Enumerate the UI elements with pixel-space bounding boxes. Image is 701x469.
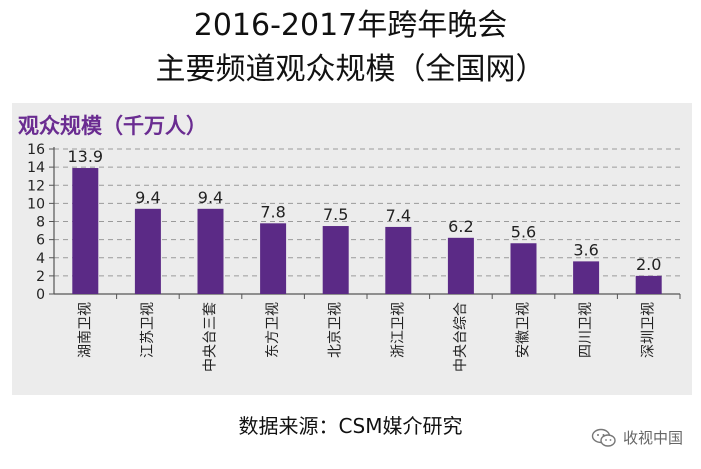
x-tick-label: 浙江卫视	[390, 302, 406, 358]
bar	[260, 223, 287, 294]
y-tick-label: 2	[36, 269, 45, 285]
x-tick-label: 北京卫视	[328, 302, 344, 358]
bar-value-label: 2.0	[636, 255, 661, 274]
bar-value-label: 13.9	[67, 147, 103, 166]
x-tick-label: 东方卫视	[265, 302, 281, 358]
y-tick-label: 0	[36, 287, 45, 303]
y-tick-label: 14	[27, 160, 45, 176]
y-tick-label: 16	[27, 142, 45, 158]
bar	[635, 275, 662, 294]
x-tick-label: 湖南卫视	[77, 302, 93, 358]
x-tick-label: 中央台三套	[203, 302, 219, 372]
data-source-note: 数据来源：CSM媒介研究	[238, 414, 463, 438]
wechat-icon	[591, 428, 616, 447]
y-tick-label: 6	[36, 233, 45, 249]
x-tick-label: 江苏卫视	[140, 302, 156, 358]
bar	[447, 237, 474, 294]
bar	[385, 226, 412, 294]
bar-value-label: 7.8	[260, 202, 285, 221]
y-tick-label: 12	[27, 178, 45, 194]
chart-title-line1: 2016-2017年跨年晚会	[193, 8, 508, 43]
bar-value-label: 7.4	[386, 206, 411, 225]
bar-value-label: 9.4	[135, 188, 160, 207]
chart-title-line2: 主要频道观众规模（全国网）	[155, 52, 546, 87]
chart-panel: 观众规模（千万人） 0 2 4 6 8 10 12 14 16 13.9 湖南卫视 9.4 江苏卫视 9.4…	[12, 103, 692, 395]
bar-value-label: 9.4	[198, 188, 223, 207]
x-tick-label: 中央台综合	[453, 302, 469, 372]
x-tick-label: 安徽卫视	[516, 302, 532, 358]
bar	[197, 208, 224, 294]
x-tick-label: 深圳卫视	[641, 302, 657, 358]
x-tick-label: 四川卫视	[578, 302, 594, 358]
bar	[134, 208, 161, 294]
y-tick-label: 10	[27, 196, 45, 212]
bar	[510, 243, 537, 294]
bar	[72, 168, 99, 294]
bar-value-label: 7.5	[323, 205, 348, 224]
bar	[573, 261, 600, 294]
y-tick-label: 4	[36, 251, 45, 267]
bar-chart: 观众规模（千万人） 0 2 4 6 8 10 12 14 16 13.9 湖南卫视 9.4 江苏卫视 9.4…	[18, 114, 681, 372]
bar-value-label: 6.2	[448, 217, 473, 236]
watermark: 收视中国	[591, 427, 683, 448]
y-axis-label: 观众规模（千万人）	[18, 114, 207, 138]
y-tick-label: 8	[36, 215, 45, 231]
watermark-text: 收视中国	[622, 429, 683, 447]
bar-value-label: 3.6	[573, 240, 598, 259]
bar	[322, 226, 349, 294]
bar-value-label: 5.6	[511, 222, 536, 241]
